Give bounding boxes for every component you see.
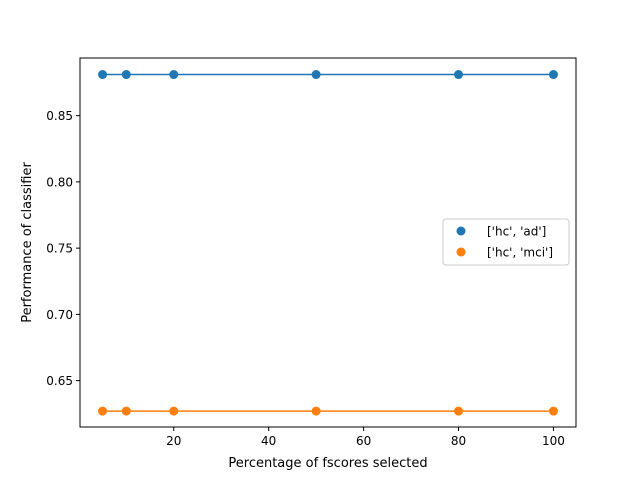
series-1-point <box>169 70 179 80</box>
y-tick-label: 0.85 <box>46 109 73 123</box>
series-2-point <box>121 406 131 416</box>
x-tick-label: 80 <box>451 434 466 448</box>
x-tick-label: 100 <box>542 434 565 448</box>
data-layer <box>98 70 558 416</box>
series-1-point <box>454 70 464 80</box>
legend-label-1: ['hc', 'ad'] <box>487 225 546 239</box>
series-2-point <box>169 406 179 416</box>
x-tick-label: 60 <box>356 434 371 448</box>
legend-marker-1 <box>456 226 466 236</box>
series-2-point <box>454 406 464 416</box>
series-1-point <box>311 70 321 80</box>
x-tick-label: 20 <box>166 434 181 448</box>
y-axis-ticks: 0.65 0.70 0.75 0.80 0.85 <box>46 109 80 388</box>
y-tick-label: 0.70 <box>46 308 73 322</box>
y-tick-label: 0.80 <box>46 175 73 189</box>
series-1-point <box>121 70 131 80</box>
series-2-point <box>548 406 558 416</box>
legend: ['hc', 'ad'] ['hc', 'mci'] <box>442 218 570 266</box>
x-tick-label: 40 <box>261 434 276 448</box>
y-axis-label: Performance of classifier <box>20 162 35 323</box>
series-1-point <box>98 70 108 80</box>
series-2-point <box>98 406 108 416</box>
legend-label-2: ['hc', 'mci'] <box>487 246 553 260</box>
x-axis-label: Percentage of fscores selected <box>228 456 427 471</box>
x-axis-ticks: 20 40 60 80 100 <box>166 427 565 448</box>
plot-frame <box>79 57 577 428</box>
y-tick-label: 0.75 <box>46 242 73 256</box>
series-2-point <box>311 406 321 416</box>
series-1-point <box>548 70 558 80</box>
y-tick-label: 0.65 <box>46 374 73 388</box>
legend-marker-2 <box>456 247 466 257</box>
legend-box <box>442 218 570 266</box>
